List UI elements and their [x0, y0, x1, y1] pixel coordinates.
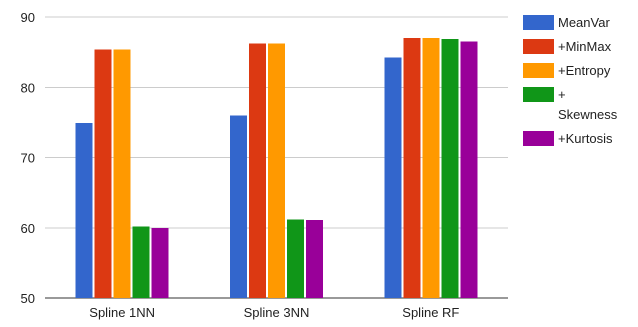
y-tick-label: 70	[21, 151, 35, 166]
legend-label: +Kurtosis	[558, 131, 613, 146]
bar-skewness-1	[132, 226, 150, 298]
legend-swatch	[523, 87, 554, 102]
legend-swatch	[523, 39, 554, 54]
y-tick-label: 60	[21, 221, 35, 236]
legend-swatch	[523, 63, 554, 78]
bar-entropy-1	[113, 49, 131, 298]
bar-meanvar-1	[75, 123, 93, 298]
x-tick-label: Spline 1NN	[89, 305, 155, 320]
x-tick-label: Spline 3NN	[244, 305, 310, 320]
bar-kurtosis-1	[151, 227, 169, 298]
bar-kurtosis-3	[460, 41, 478, 299]
bar-meanvar-2	[230, 115, 247, 298]
y-tick-label: 90	[21, 10, 35, 25]
bar-minmax-2	[249, 43, 266, 298]
bars	[75, 38, 478, 299]
legend: MeanVar +MinMax +Entropy + Skewness +Kurtosis	[523, 15, 618, 146]
legend-label: +MinMax	[558, 39, 612, 54]
bar-skewness-3	[441, 38, 459, 299]
legend-label: +Entropy	[558, 63, 611, 78]
bar-meanvar-3	[384, 57, 402, 299]
x-tick-label: Spline RF	[402, 305, 459, 320]
bar-entropy-3	[422, 38, 440, 298]
bar-entropy-2	[268, 43, 285, 298]
bar-skewness-2	[287, 219, 304, 298]
legend-label: MeanVar	[558, 15, 610, 30]
bar-minmax-3	[403, 38, 421, 298]
legend-label: + Skewness	[558, 87, 618, 122]
legend-swatch	[523, 15, 554, 30]
bar-kurtosis-2	[306, 220, 323, 298]
y-tick-label: 50	[21, 291, 35, 306]
bar-minmax-1	[94, 49, 112, 298]
legend-swatch	[523, 131, 554, 146]
x-axis-ticks: Spline 1NN Spline 3NN Spline RF	[89, 305, 459, 320]
y-tick-label: 80	[21, 80, 35, 95]
y-axis-ticks: 50 60 70 80 90	[21, 10, 35, 306]
